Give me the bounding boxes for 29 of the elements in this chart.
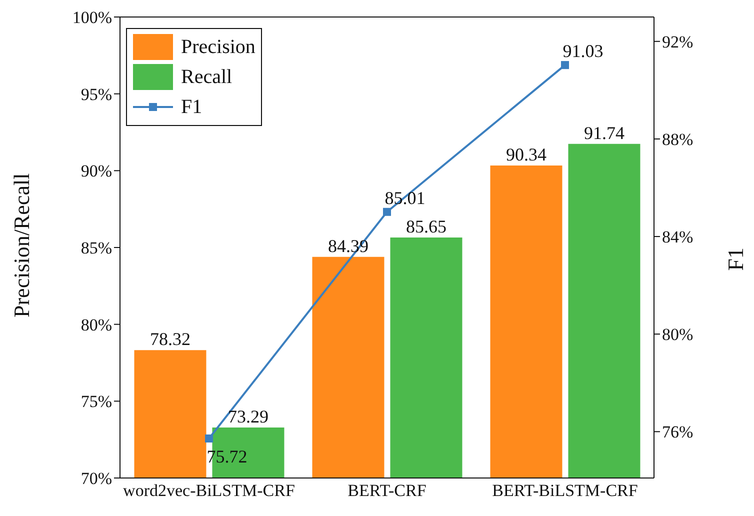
point [561, 61, 569, 70]
data-label: 90.34 [506, 144, 546, 164]
y2-tick-label: 84% [662, 228, 694, 247]
x-tick-label: BERT-BiLSTM-CRF [492, 481, 638, 500]
x-tick-label: BERT-CRF [348, 481, 426, 500]
y-tick-label: 100% [72, 8, 112, 28]
y-tick-label: 70% [80, 469, 112, 488]
y-tick-label: 85% [80, 238, 112, 258]
data-label: 91.03 [562, 41, 604, 62]
point [383, 208, 391, 216]
y2-tick-label: 92% [662, 32, 694, 52]
y2-tick-label: 88% [662, 130, 694, 149]
legend-label: Precision [181, 36, 256, 58]
y-tick-label: 75% [80, 392, 112, 412]
x-tick-label: word2vec-BiLSTM-CRF [123, 481, 295, 500]
y2-tick-label: 76% [662, 422, 694, 442]
y-tick-label: 80% [80, 315, 112, 334]
data-label: 91.74 [584, 122, 624, 143]
y2-axis-title: F1 [722, 248, 748, 271]
point [205, 434, 213, 442]
legend-label: F1 [181, 96, 202, 118]
y-tick-label: 95% [80, 84, 112, 104]
legend-label: Recall [181, 66, 232, 88]
y2-tick-label: 80% [662, 325, 694, 344]
data-label: 85.65 [406, 216, 446, 237]
y-axis-title: Precision/Recall [8, 173, 34, 318]
data-label: 73.29 [228, 406, 268, 426]
data-label: 78.32 [150, 329, 190, 350]
y-tick-label: 90% [80, 162, 112, 181]
